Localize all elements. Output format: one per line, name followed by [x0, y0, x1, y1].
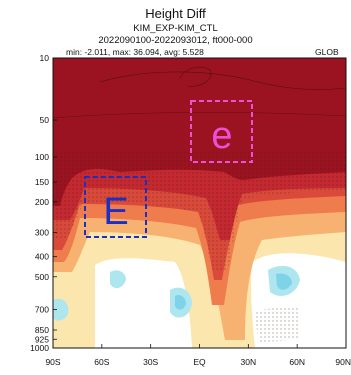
region-label: GLOB [315, 47, 339, 57]
y-tick-label: 700 [35, 305, 49, 315]
y-tick-label: 150 [35, 177, 49, 187]
y-tick-label: 400 [35, 252, 49, 262]
annotation-label-e-upper: E [103, 191, 128, 233]
y-tick-label: 1000 [30, 343, 49, 353]
y-tick-label: 200 [35, 197, 49, 207]
x-tick-label: 60N [289, 357, 305, 367]
y-tick-label: 100 [35, 152, 49, 162]
shaded-field [53, 58, 346, 348]
y-tick-label: 50 [40, 115, 50, 125]
y-tick-label: 300 [35, 228, 49, 238]
annotation-box-e-lower [190, 100, 253, 163]
x-tick-label: 90N [335, 357, 351, 367]
chart-subtitle-experiment: KIM_EXP-KIM_CTL [133, 23, 218, 34]
x-tick-label: 60S [94, 357, 109, 367]
y-tick-label: 500 [35, 272, 49, 282]
chart-title: Height Diff [145, 6, 206, 21]
y-tick-label: 925 [35, 334, 49, 344]
annotation-box-e-upper [84, 176, 147, 238]
x-tick-label: 30N [241, 357, 257, 367]
x-tick-label: 90S [45, 357, 60, 367]
y-tick-label: 10 [40, 53, 50, 63]
x-tick-label: EQ [193, 357, 206, 367]
annotation-label-e-lower: e [211, 115, 232, 157]
x-axis: 90S 60S 30S EQ 30N 60N 90N [45, 344, 351, 367]
y-tick-label: 850 [35, 325, 49, 335]
chart-subtitle-period: 2022090100-2022093012, ft000-000 [98, 35, 253, 46]
x-tick-label: 30S [143, 357, 158, 367]
stats-text: min: -2.011, max: 36.094, avg: 5.528 [66, 47, 204, 57]
